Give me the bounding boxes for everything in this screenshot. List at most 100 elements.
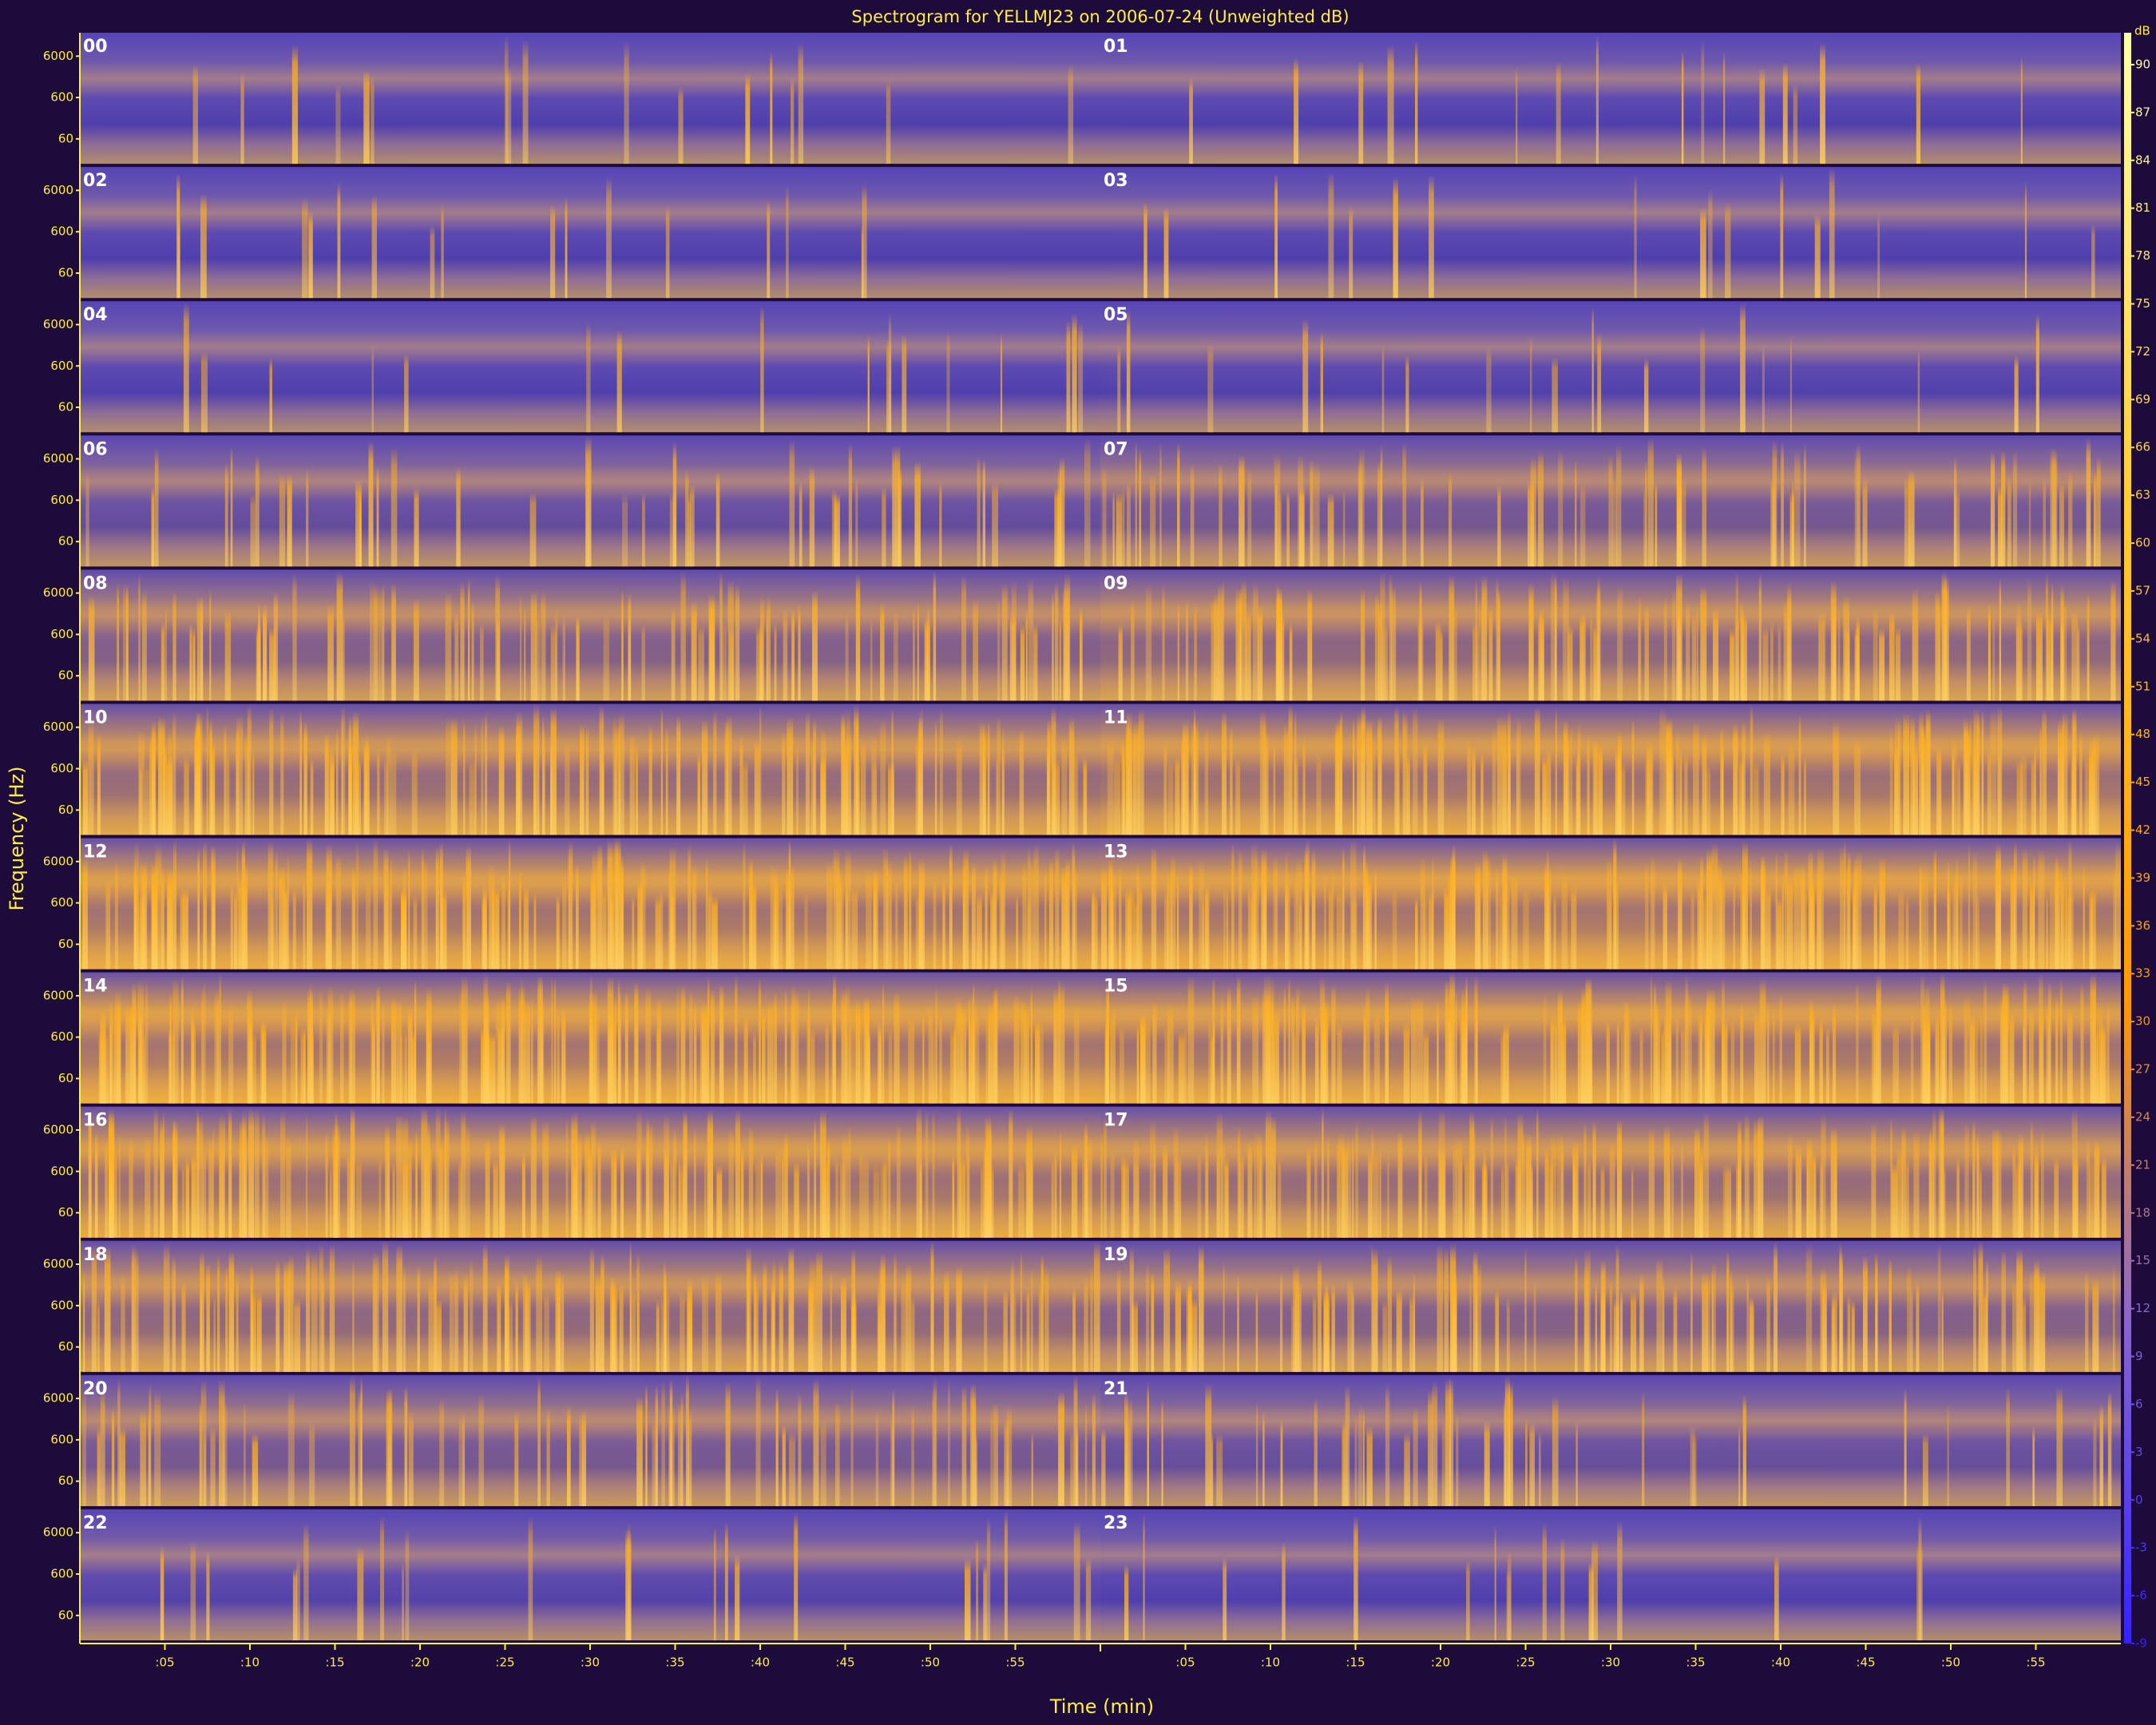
spectral-streak [956,738,962,835]
spectral-streak [396,1000,402,1104]
spectral-streak [1328,172,1334,299]
spectral-streak [1001,851,1006,970]
spectral-streak [1997,866,2000,970]
x-tick-label: :25 [1516,1656,1535,1670]
spectral-streak [1964,993,1971,1104]
spectral-streak [1247,1139,1253,1238]
spectral-streak [2076,622,2080,701]
spectral-streak [1013,994,1020,1104]
spectral-streak [715,471,720,567]
spectral-streak [1338,1132,1345,1238]
hour-label: 04 [83,305,108,325]
spectral-streak [1177,599,1179,701]
spectral-streak [979,722,985,835]
spectral-streak [1349,205,1353,299]
spectral-streak [529,492,537,567]
spectral-streak [2091,887,2096,970]
y-tick-label: 6000 [43,1391,73,1406]
spectral-streak [565,197,568,299]
spectral-streak [624,990,628,1104]
spectral-streak [1278,491,1282,567]
spectral-streak [908,1016,915,1104]
spectral-streak [1265,732,1269,835]
spectral-streak [200,597,204,701]
spectral-streak [1011,581,1017,701]
spectral-streak [396,1244,403,1372]
spectral-streak [327,986,334,1104]
spectral-streak [1750,704,1754,835]
daytime-texture [80,1509,1100,1640]
spectral-streak [694,1001,697,1104]
spectral-streak [294,1298,300,1372]
spectral-streak [341,714,343,835]
spectral-streak [816,1250,822,1372]
spectral-streak [1139,448,1142,567]
spectral-streak [1397,1131,1403,1238]
spectral-streak [1368,1150,1373,1238]
spectral-streak [1642,1391,1645,1506]
spectral-streak [1030,987,1032,1104]
spectral-streak [1026,894,1031,970]
spectral-streak [1787,875,1793,970]
spectral-streak [1029,856,1034,970]
spectral-streak [2016,759,2023,835]
spectral-streak [1676,458,1682,567]
spectral-streak [1314,462,1320,567]
spectral-streak [1655,1000,1659,1104]
spectral-streak [371,195,377,299]
spectral-streak [1779,992,1782,1104]
spectral-streak [1560,1140,1564,1238]
spectral-streak [182,887,188,970]
y-tick-label: 6000 [43,988,73,1002]
spectral-streak [1742,720,1746,835]
spectral-streak [498,725,505,835]
spectral-streak [985,1114,991,1238]
spectral-streak [2012,1143,2015,1238]
spectral-streak [1553,892,1556,970]
spectral-streak [206,1263,210,1372]
spectral-streak [1126,310,1131,433]
y-tick-label: 60 [58,265,73,280]
colorbar-tick-label: 51 [2135,679,2150,693]
spectral-streak [655,895,661,970]
spectral-streak [611,1280,618,1372]
spectral-streak [335,84,341,165]
spectral-streak [959,1155,966,1238]
spectral-streak [284,886,287,970]
daytime-texture [1100,301,2121,433]
spectral-streak [864,997,870,1104]
spectral-streak [1968,843,1970,970]
spectral-streak [1204,887,1208,970]
spectral-streak [692,870,696,970]
spectral-streak [1598,744,1603,835]
spectral-streak [1713,608,1718,701]
x-tick-label: :50 [1941,1656,1960,1670]
spectral-streak [855,1000,860,1104]
spectral-streak [1413,706,1418,835]
x-axis-label: Time (min) [1049,1695,1154,1718]
spectral-streak [1127,481,1131,567]
spectral-streak [915,892,921,970]
spectral-streak [1298,896,1302,970]
spectral-streak [932,1024,936,1104]
spectral-streak [701,720,708,835]
spectral-streak [1772,440,1778,567]
y-tick-label: 6000 [43,1257,73,1271]
spectral-streak [1720,727,1724,835]
spectral-streak [1449,1378,1454,1506]
spectral-streak [139,1029,146,1104]
spectral-streak [191,1152,196,1238]
spectral-streak [1733,723,1738,835]
spectral-streak [1151,1271,1155,1372]
spectral-streak [1762,344,1765,433]
spectral-streak [1207,343,1214,433]
spectral-streak [571,1113,575,1238]
spectral-streak [676,716,681,835]
spectral-streak [636,743,638,835]
y-tick-label: 600 [50,1432,73,1446]
spectral-streak [141,864,145,970]
spectral-streak [139,763,142,835]
spectral-streak [882,981,885,1104]
spectral-streak [104,1247,111,1372]
spectral-streak [1164,889,1169,970]
